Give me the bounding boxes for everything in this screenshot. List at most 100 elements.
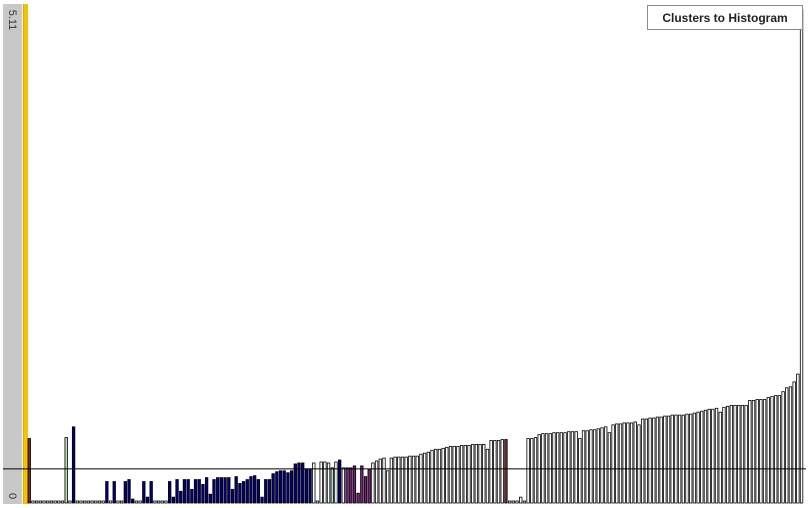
histogram-bar[interactable] xyxy=(156,500,161,504)
histogram-bar[interactable] xyxy=(415,455,419,504)
histogram-bar[interactable] xyxy=(663,415,667,504)
histogram-bar[interactable] xyxy=(112,481,116,504)
histogram-bar[interactable] xyxy=(345,467,349,504)
histogram-bar[interactable] xyxy=(456,445,460,504)
histogram-bar[interactable] xyxy=(315,500,320,504)
histogram-bar[interactable] xyxy=(245,479,249,504)
histogram-bar[interactable] xyxy=(49,500,54,504)
histogram-bar[interactable] xyxy=(127,479,131,504)
histogram-bar[interactable] xyxy=(308,468,312,504)
histogram-bar[interactable] xyxy=(208,493,212,504)
histogram-bar[interactable] xyxy=(119,500,124,504)
histogram-bar[interactable] xyxy=(611,424,615,504)
histogram-bar[interactable] xyxy=(722,406,726,504)
histogram-bar[interactable] xyxy=(223,477,227,504)
histogram-bar[interactable] xyxy=(600,427,604,504)
histogram-bar[interactable] xyxy=(463,444,467,504)
histogram-bar[interactable] xyxy=(230,488,235,504)
histogram-bar[interactable] xyxy=(323,461,327,504)
histogram-bar[interactable] xyxy=(471,444,475,504)
histogram-bar[interactable] xyxy=(437,448,442,504)
histogram-bar[interactable] xyxy=(788,386,793,504)
histogram-bar[interactable] xyxy=(648,417,652,504)
histogram-bar[interactable] xyxy=(182,479,187,504)
histogram-bar[interactable] xyxy=(737,404,741,504)
histogram-bar[interactable] xyxy=(652,417,656,504)
histogram-bar[interactable] xyxy=(604,426,608,504)
histogram-bar[interactable] xyxy=(422,452,427,504)
histogram-bar[interactable] xyxy=(496,440,501,504)
histogram-bar[interactable] xyxy=(193,479,198,504)
histogram-bar[interactable] xyxy=(467,444,471,504)
histogram-bar[interactable] xyxy=(478,444,482,504)
histogram-bar[interactable] xyxy=(90,500,94,504)
histogram-bar[interactable] xyxy=(330,467,334,504)
histogram-bar[interactable] xyxy=(378,458,382,504)
histogram-bar[interactable] xyxy=(592,429,597,504)
histogram-bar[interactable] xyxy=(123,481,127,504)
histogram-bar[interactable] xyxy=(356,492,360,504)
histogram-bar[interactable] xyxy=(349,467,353,504)
histogram-bar[interactable] xyxy=(301,462,305,504)
histogram-bar[interactable] xyxy=(607,432,612,504)
histogram-bar[interactable] xyxy=(260,496,264,504)
histogram-bar[interactable] xyxy=(408,455,412,504)
histogram-bar[interactable] xyxy=(68,500,72,504)
histogram-bar[interactable] xyxy=(700,410,704,504)
histogram-bar[interactable] xyxy=(441,447,445,504)
histogram-bar[interactable] xyxy=(286,472,290,504)
histogram-bar[interactable] xyxy=(212,479,216,504)
histogram-bar[interactable] xyxy=(799,9,804,504)
histogram-bar[interactable] xyxy=(105,481,109,504)
histogram-bar[interactable] xyxy=(367,469,371,504)
histogram-bar[interactable] xyxy=(618,423,623,504)
histogram-bar[interactable] xyxy=(426,451,430,504)
histogram-bar[interactable] xyxy=(326,462,331,504)
histogram-bar[interactable] xyxy=(448,445,453,504)
histogram-bar[interactable] xyxy=(445,446,449,504)
histogram-bar[interactable] xyxy=(404,456,408,504)
histogram-bar[interactable] xyxy=(186,479,190,504)
histogram-bar[interactable] xyxy=(655,416,660,504)
histogram-bar[interactable] xyxy=(774,395,778,504)
histogram-bar[interactable] xyxy=(666,415,671,504)
histogram-bar[interactable] xyxy=(97,500,102,504)
histogram-bar[interactable] xyxy=(397,456,401,504)
histogram-bar[interactable] xyxy=(685,413,689,504)
histogram-bar[interactable] xyxy=(777,395,782,504)
histogram-bar[interactable] xyxy=(792,381,796,504)
histogram-bar[interactable] xyxy=(729,404,733,504)
histogram-bar[interactable] xyxy=(94,500,98,504)
histogram-bar[interactable] xyxy=(533,437,538,504)
histogram-bar[interactable] xyxy=(71,426,76,504)
histogram-bar[interactable] xyxy=(216,477,220,504)
histogram-bar[interactable] xyxy=(179,490,183,504)
histogram-bar[interactable] xyxy=(282,470,286,504)
histogram-bar[interactable] xyxy=(168,481,172,504)
histogram-bar[interactable] xyxy=(689,413,693,504)
histogram-bar[interactable] xyxy=(581,430,586,504)
histogram-bar[interactable] xyxy=(275,471,279,504)
histogram-bar[interactable] xyxy=(46,500,50,504)
histogram-bar[interactable] xyxy=(234,476,238,504)
histogram-bar[interactable] xyxy=(511,500,515,504)
histogram-bar[interactable] xyxy=(393,456,397,504)
histogram-bar[interactable] xyxy=(83,500,87,504)
histogram-bar[interactable] xyxy=(552,432,556,504)
histogram-bar[interactable] xyxy=(766,397,770,504)
histogram-bar[interactable] xyxy=(256,479,261,504)
histogram-bar[interactable] xyxy=(134,500,139,504)
histogram-bar[interactable] xyxy=(556,432,560,504)
histogram-bar[interactable] xyxy=(278,470,283,504)
histogram-bar[interactable] xyxy=(334,461,338,504)
histogram-bar[interactable] xyxy=(526,438,530,504)
histogram-bar[interactable] xyxy=(500,439,504,504)
histogram-bar[interactable] xyxy=(227,477,231,504)
histogram-bar[interactable] xyxy=(249,476,253,504)
histogram-bar[interactable] xyxy=(585,430,589,504)
histogram-bar[interactable] xyxy=(271,473,275,504)
histogram-bar[interactable] xyxy=(108,500,113,504)
histogram-bar[interactable] xyxy=(677,414,682,504)
histogram-bar[interactable] xyxy=(149,481,153,504)
histogram-bar[interactable] xyxy=(711,408,715,504)
